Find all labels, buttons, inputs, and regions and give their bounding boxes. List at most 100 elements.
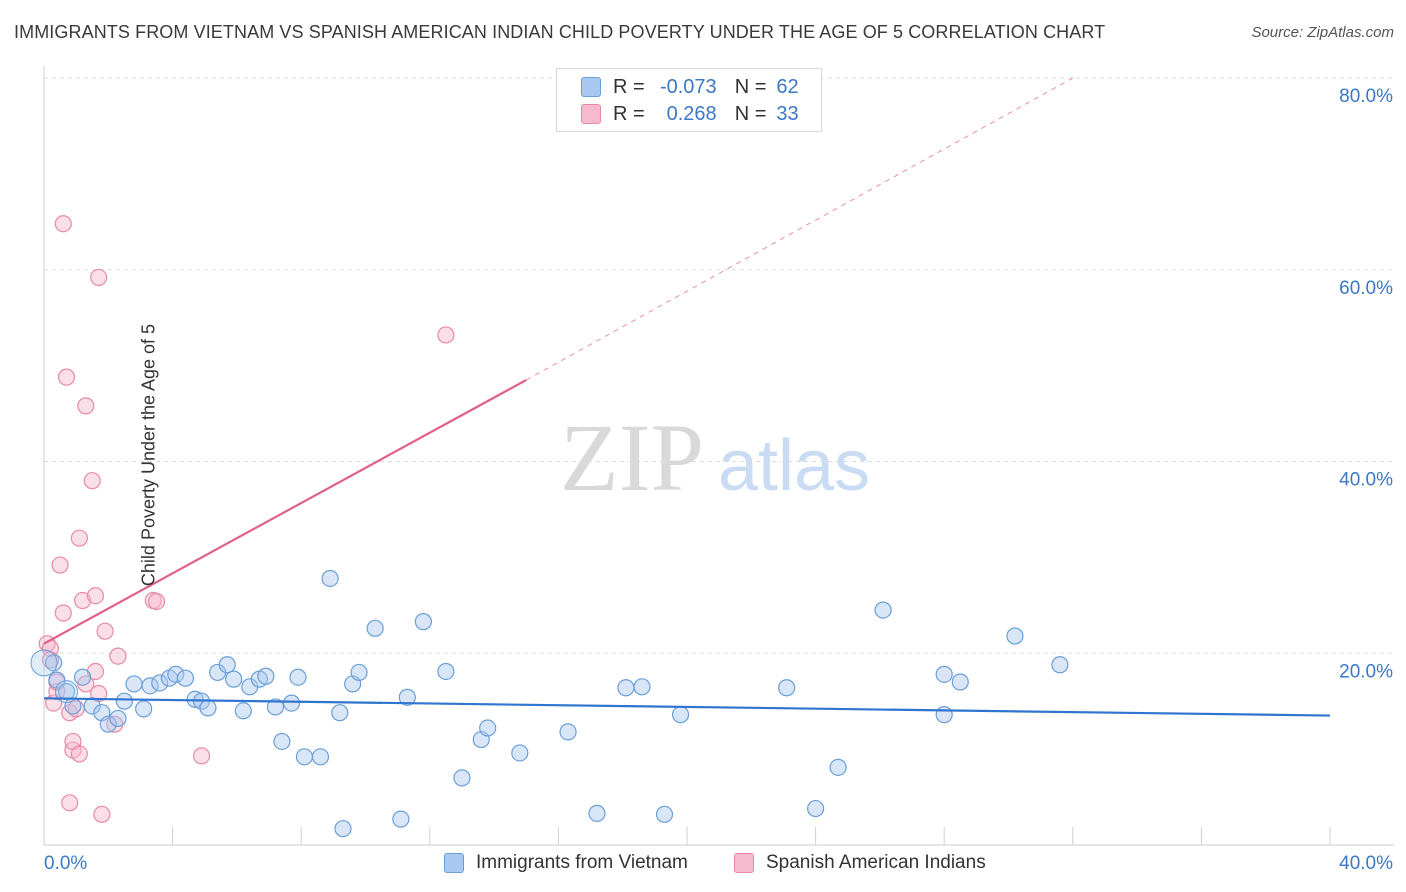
data-point-vietnam [125, 675, 143, 693]
r-label: R = [613, 102, 645, 125]
data-point-spanish-american-indians [70, 745, 88, 763]
data-point-vietnam [311, 748, 330, 766]
series-legend: Immigrants from Vietnam Spanish American… [0, 852, 1406, 878]
trend-line-spanish-american-indians [43, 379, 527, 645]
data-point-vietnam [99, 715, 117, 733]
r-value: -0.073 [659, 75, 717, 98]
data-point-spanish-american-indians [437, 326, 455, 344]
y-tick-label: 40.0% [1339, 470, 1393, 491]
data-point-vietnam [453, 769, 471, 787]
watermark-atlas: atlas [718, 426, 870, 506]
legend-item-vietnam[interactable]: Immigrants from Vietnam [444, 852, 688, 874]
data-point-vietnam [218, 656, 236, 674]
r-label: R = [613, 75, 645, 98]
watermark: ZIP atlas [560, 404, 870, 511]
gridlines [44, 77, 1394, 654]
data-point-spanish-american-indians [86, 587, 105, 605]
data-point-vietnam-cluster [55, 680, 79, 704]
data-points [30, 215, 1069, 838]
data-point-spanish-american-indians [83, 472, 101, 490]
data-point-vietnam [829, 758, 847, 776]
x-tick-label: 40.0% [1339, 853, 1393, 874]
data-point-vietnam [199, 699, 217, 717]
data-point-spanish-american-indians [70, 529, 88, 547]
legend-item-label: Spanish American Indians [766, 852, 986, 873]
data-point-spanish-american-indians [54, 604, 72, 622]
trend-lines [43, 77, 1331, 717]
data-point-vietnam [289, 668, 307, 686]
data-point-vietnam [115, 692, 133, 710]
axes [43, 66, 1394, 846]
data-point-vietnam [73, 668, 92, 686]
data-point-vietnam [273, 732, 291, 751]
data-point-vietnam [778, 679, 796, 697]
n-label: N = [734, 75, 767, 98]
data-point-spanish-american-indians [57, 368, 76, 386]
data-point-spanish-american-indians [73, 591, 92, 610]
data-point-vietnam [266, 698, 285, 716]
data-point-vietnam [321, 569, 339, 588]
data-point-vietnam [48, 671, 66, 689]
legend-item-spanish-american-indians[interactable]: Spanish American Indians [734, 852, 986, 874]
correlation-legend: R = -0.073 N = 62 R = 0.268 N = 33 [556, 68, 822, 132]
blue-swatch [444, 853, 464, 873]
data-point-vietnam [392, 810, 410, 828]
data-point-vietnam [366, 619, 384, 637]
data-point-vietnam [334, 820, 352, 838]
data-point-vietnam [398, 688, 416, 706]
data-point-vietnam [141, 677, 159, 695]
data-point-vietnam [671, 706, 690, 724]
data-point-vietnam [874, 601, 892, 619]
data-point-vietnam [331, 704, 349, 722]
data-point-vietnam [282, 694, 301, 712]
x-tick-label: 0.0% [44, 853, 87, 874]
data-point-spanish-american-indians [109, 647, 127, 665]
pink-swatch [734, 853, 754, 873]
data-point-vietnam [633, 678, 651, 696]
data-point-vietnam [225, 670, 243, 688]
n-value: 62 [776, 75, 799, 98]
data-point-vietnam [151, 674, 169, 692]
data-point-vietnam [295, 748, 314, 766]
r-value: 0.268 [666, 102, 717, 125]
data-point-vietnam [437, 662, 455, 681]
data-point-vietnam [951, 673, 969, 691]
data-point-spanish-american-indians [61, 794, 79, 812]
watermark-zip: ZIP [560, 404, 704, 511]
data-point-vietnam [167, 665, 185, 683]
data-point-spanish-american-indians [147, 592, 166, 611]
data-point-vietnam [655, 805, 674, 823]
data-point-vietnam [135, 700, 153, 718]
n-value: 33 [776, 102, 799, 125]
data-point-spanish-american-indians [90, 268, 108, 287]
legend-item-label: Immigrants from Vietnam [476, 852, 688, 873]
y-tick-label: 60.0% [1339, 278, 1393, 299]
data-point-vietnam [350, 663, 368, 682]
source-credit: Source: ZipAtlas.com [1251, 24, 1394, 41]
data-point-vietnam [479, 719, 497, 737]
data-point-vietnam [1006, 627, 1024, 645]
data-point-vietnam [559, 723, 577, 741]
legend-row-spanish-american-indians: R = 0.268 N = 33 [581, 102, 799, 126]
data-point-vietnam-cluster [30, 649, 58, 677]
data-point-vietnam [935, 706, 953, 724]
data-point-spanish-american-indians [93, 805, 111, 823]
n-label: N = [734, 102, 767, 125]
trend-line-vietnam [43, 697, 1331, 717]
data-point-vietnam [588, 804, 606, 822]
y-tick-label: 20.0% [1339, 661, 1393, 682]
chart-title: IMMIGRANTS FROM VIETNAM VS SPANISH AMERI… [14, 22, 1106, 42]
legend-row-vietnam: R = -0.073 N = 62 [581, 75, 799, 99]
data-point-vietnam [176, 669, 195, 687]
pink-swatch [581, 104, 601, 124]
data-point-vietnam [234, 702, 252, 720]
data-point-vietnam [1051, 656, 1069, 674]
data-point-spanish-american-indians [51, 556, 69, 574]
data-point-vietnam [935, 665, 953, 683]
data-point-vietnam [414, 613, 432, 631]
tick-labels: 20.0% 40.0% 60.0% 80.0% 0.0% 40.0% [44, 86, 1393, 874]
data-point-vietnam [806, 799, 825, 818]
data-point-spanish-american-indians [77, 397, 95, 415]
y-axis-label: Child Poverty Under the Age of 5 [138, 323, 159, 587]
blue-swatch [581, 77, 601, 97]
